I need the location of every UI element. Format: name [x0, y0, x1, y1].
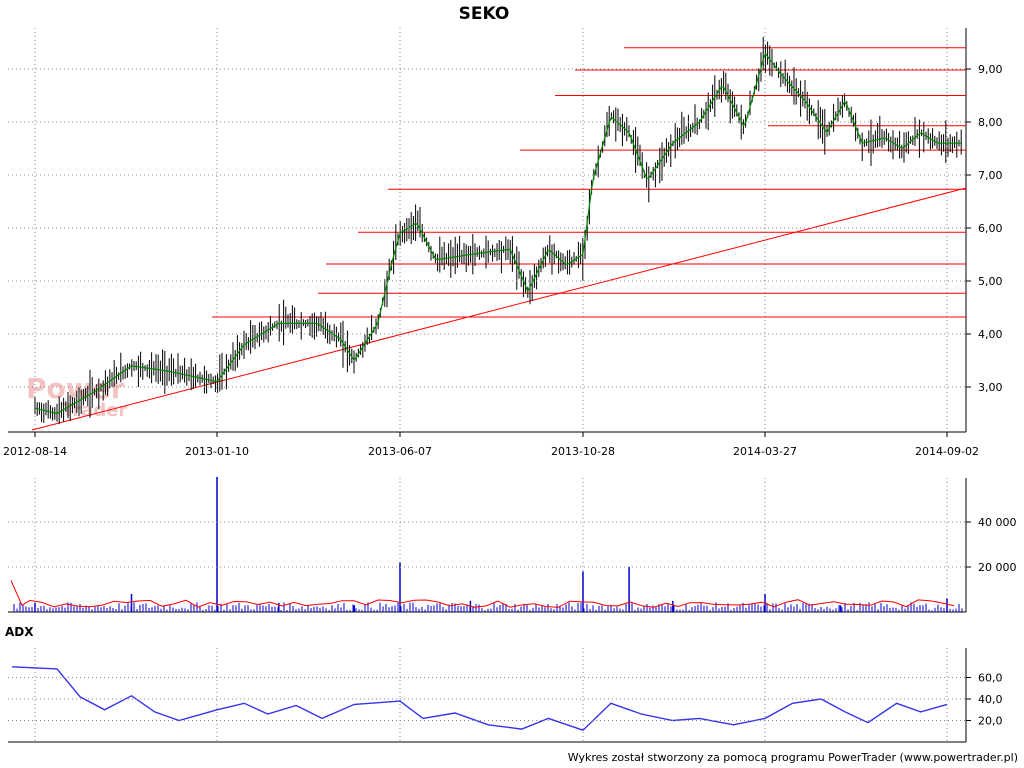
volume-y-tick-label: 40 000	[978, 516, 1017, 529]
price-x-ticks: 2012-08-14 2013-01-10 2013-06-07 2013-10-28…	[3, 432, 979, 458]
watermark: Power Trader	[26, 372, 127, 421]
price-y-tick-label: 3,00	[978, 381, 1003, 394]
volume-ma-line	[10, 580, 955, 608]
chart-title: SEKO	[459, 4, 510, 24]
price-y-tick-label: 8,00	[978, 116, 1003, 129]
adx-y-tick-label: 40,0	[978, 693, 1003, 706]
price-y-tick-label: 4,00	[978, 328, 1003, 341]
x-tick-label: 2013-01-10	[185, 445, 249, 458]
watermark-line2: Trader	[62, 400, 127, 421]
watermark-line1: Power	[26, 372, 125, 405]
price-y-tick-label: 9,00	[978, 63, 1003, 76]
x-tick-label: 2014-09-02	[915, 445, 979, 458]
trendline	[31, 187, 967, 431]
price-y-ticks: 3,00 4,00 5,00 6,00 7,00 8,00 9,00	[8, 63, 1003, 394]
price-y-tick-label: 5,00	[978, 275, 1003, 288]
adx-line	[11, 666, 948, 732]
adx-panel: ADX 20,0 40,0 60,0	[5, 625, 1003, 743]
price-panel: 3,004,005,006,007,008,009,00 2012-08-14 2…	[3, 28, 1003, 458]
x-tick-label: 2013-10-28	[551, 445, 615, 458]
volume-y-tick-label: 20 000	[978, 561, 1017, 574]
adx-y-tick-label: 20,0	[978, 715, 1003, 728]
adx-title: ADX	[5, 625, 34, 639]
volume-bars	[13, 477, 963, 612]
grid-layer	[34, 28, 948, 742]
x-tick-label: 2012-08-14	[3, 445, 67, 458]
price-y-tick-label: 7,00	[978, 169, 1003, 182]
volume-y-ticks: 20 000 40 000	[8, 516, 1017, 574]
volume-panel: 20 000 40 000	[8, 477, 1017, 613]
price-y-tick-label: 6,00	[978, 222, 1003, 235]
x-tick-label: 2014-03-27	[733, 445, 797, 458]
adx-y-tick-label: 60,0	[978, 672, 1003, 685]
price-levels	[212, 47, 966, 318]
footer-credit: Wykres został stworzony za pomocą progra…	[568, 751, 1018, 764]
adx-y-ticks: 20,0 40,0 60,0	[8, 672, 1003, 728]
x-tick-label: 2013-06-07	[368, 445, 432, 458]
price-ma-line	[34, 52, 962, 415]
